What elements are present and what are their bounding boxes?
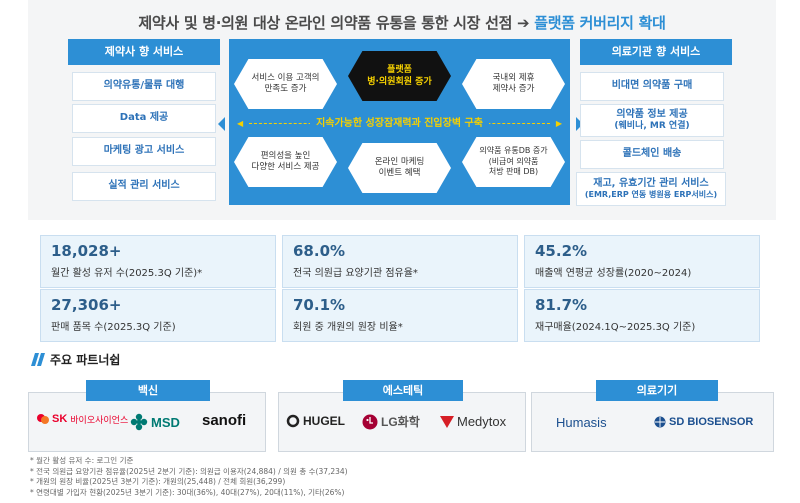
- medical-service-coldchain: 콜드체인 배송: [580, 140, 724, 169]
- hugel-logo-text: HUGEL: [303, 414, 345, 428]
- medical-service-info: 의약품 정보 제공 (웨비나, MR 연결): [580, 104, 724, 137]
- hex-online-marketing: 온라인 마케팅 이벤트 혜택: [348, 143, 451, 193]
- metric-card-cagr: 45.2% 매출액 연평균 성장률(2020~2024): [524, 235, 760, 288]
- sk-bioscience-logo: SK 바이오사이언스: [36, 412, 128, 426]
- pharma-service-marketing: 마케팅 광고 서비스: [72, 137, 216, 166]
- medical-service-sublabel: (EMR,ERP 연동 병원용 ERP서비스): [584, 190, 718, 200]
- title-highlight: 플랫폼 커버리지 확대: [534, 14, 666, 32]
- metric-label: 회원 중 개원의 원장 비율*: [293, 322, 403, 333]
- metric-card-market-share: 68.0% 전국 의원급 요양기관 점유율*: [282, 235, 518, 288]
- metric-value: 70.1%: [293, 296, 346, 314]
- sd-biosensor-logo: SD BIOSENSOR: [654, 416, 753, 428]
- msd-logo-text: MSD: [151, 414, 180, 430]
- pharma-service-data: Data 제공: [72, 104, 216, 133]
- medical-service-label: 재고, 유효기간 관리 서비스: [593, 177, 709, 189]
- pharma-service-label: 마케팅 광고 서비스: [103, 145, 185, 157]
- band-left-chevron-icon: ◀: [237, 119, 244, 128]
- partner-category-aesthetic: [278, 392, 526, 452]
- sustainable-growth-band: ◀ 지속가능한 성장잠재력과 진입장벽 구축 ▶: [237, 115, 562, 133]
- band-right-chevron-icon: ▶: [555, 119, 562, 128]
- sanofi-logo: sanofi: [202, 412, 246, 429]
- partners-title: 주요 파트너쉽: [50, 353, 121, 367]
- pharma-services-header: 제약사 향 서비스: [68, 39, 220, 65]
- metric-label: 월간 활성 유저 수(2025.3Q 기준)*: [51, 268, 203, 279]
- growth-cycle-panel: 서비스 이용 고객의 만족도 증가 플랫폼 병·의원회원 증가 국내외 제휴 제…: [229, 39, 570, 205]
- hex-label: 플랫폼 병·의원회원 증가: [367, 64, 432, 87]
- metric-card-repurchase: 81.7% 재구매율(2024.1Q~2025.3Q 기준): [524, 289, 760, 342]
- metric-label: 판매 품목 수(2025.3Q 기준): [51, 322, 176, 333]
- footnotes: * 월간 활성 유저 수: 로그인 기준 * 전국 의원급 요양기관 점유율(2…: [30, 456, 348, 498]
- title-main: 제약사 및 병·의원 대상 온라인 의약품 유통을 통한 시장 선점 ➔: [138, 14, 530, 32]
- metric-value: 27,306+: [51, 296, 122, 314]
- msd-logo: MSD: [130, 413, 180, 431]
- hex-label: 국내외 제휴 제약사 증가: [492, 72, 535, 94]
- hex-platform-members: 플랫폼 병·의원회원 증가: [348, 51, 451, 101]
- lg-face-icon: [362, 414, 378, 429]
- hex-label: 서비스 이용 고객의 만족도 증가: [251, 72, 320, 94]
- metric-label: 전국 의원급 요양기관 점유율*: [293, 268, 418, 279]
- metric-card-director-ratio: 70.1% 회원 중 개원의 원장 비율*: [282, 289, 518, 342]
- sk-logo-name: 바이오사이언스: [70, 414, 129, 425]
- medical-services-header: 의료기관 향 서비스: [580, 39, 732, 65]
- medical-service-sublabel: (웨비나, MR 연결): [614, 121, 690, 132]
- footnote-line: * 전국 의원급 요양기관 점유율(2025년 2분기 기준): 의원급 이용자…: [30, 466, 348, 476]
- hugel-logo: HUGEL: [286, 414, 345, 428]
- pharma-service-label: Data 제공: [119, 112, 169, 124]
- medytox-mark-icon: [440, 415, 454, 428]
- partner-category-devices-header: 의료기기: [596, 380, 718, 401]
- medical-service-inventory: 재고, 유효기간 관리 서비스 (EMR,ERP 연동 병원용 ERP서비스): [576, 172, 726, 206]
- lg-chem-logo: LG화학: [362, 413, 420, 430]
- hugel-ring-icon: [286, 414, 300, 428]
- medical-service-label: 의약품 정보 제공: [616, 108, 688, 120]
- hex-label: 의약품 유통DB 증가 (비급여 의약품 처방 판매 DB): [479, 145, 548, 177]
- sk-butterfly-icon: [37, 414, 49, 424]
- partners-slash-icon: [31, 353, 45, 366]
- metric-value: 18,028+: [51, 242, 122, 260]
- partner-category-aesthetic-header: 에스테틱: [343, 380, 463, 401]
- footnote-line: * 개원의 원장 비율(2025년 3분기 기준): 개원의(25,448) /…: [30, 477, 286, 486]
- right-arrow-icon: [576, 117, 583, 131]
- pharma-service-distribution: 의약유통/물류 대행: [72, 72, 216, 101]
- metric-card-mau: 18,028+ 월간 활성 유저 수(2025.3Q 기준)*: [40, 235, 276, 288]
- partner-category-devices: [531, 392, 774, 452]
- metric-value: 68.0%: [293, 242, 346, 260]
- hex-label: 편의성을 높인 다양한 서비스 제공: [251, 150, 320, 172]
- metric-value: 45.2%: [535, 242, 588, 260]
- metric-label: 매출액 연평균 성장률(2020~2024): [535, 268, 692, 279]
- hex-label: 온라인 마케팅 이벤트 혜택: [374, 156, 425, 178]
- humasis-logo: Humasis: [556, 415, 607, 430]
- msd-emblem-icon: [130, 413, 148, 431]
- metric-value: 81.7%: [535, 296, 588, 314]
- metric-card-products: 27,306+ 판매 품목 수(2025.3Q 기준): [40, 289, 276, 342]
- footnote-line: * 연령대별 가입자 현황(2025년 3분기 기준): 30대(36%), 4…: [30, 487, 345, 497]
- metric-label: 재구매율(2024.1Q~2025.3Q 기준): [535, 322, 696, 333]
- hex-convenient-services: 편의성을 높인 다양한 서비스 제공: [234, 137, 337, 187]
- hex-partner-pharma: 국내외 제휴 제약사 증가: [462, 59, 565, 109]
- band-label: 지속가능한 성장잠재력과 진입장벽 구축: [310, 118, 489, 129]
- humasis-logo-text: Humasis: [556, 415, 607, 430]
- hex-distribution-db: 의약품 유통DB 증가 (비급여 의약품 처방 판매 DB): [462, 137, 565, 187]
- pharma-service-label: 실적 관리 서비스: [108, 180, 180, 192]
- sd-biosensor-logo-text: SD BIOSENSOR: [669, 416, 754, 428]
- page-title: 제약사 및 병·의원 대상 온라인 의약품 유통을 통한 시장 선점 ➔ 플랫폼…: [28, 12, 776, 33]
- medical-service-purchase: 비대면 의약품 구매: [580, 72, 724, 101]
- pharma-service-label: 의약유통/물류 대행: [103, 80, 185, 92]
- lg-logo-text: LG화학: [381, 415, 420, 429]
- medytox-logo: Medytox: [440, 414, 506, 429]
- hex-customer-satisfaction: 서비스 이용 고객의 만족도 증가: [234, 59, 337, 109]
- footnote-line: * 월간 활성 유저 수: 로그인 기준: [30, 456, 134, 465]
- sd-biosensor-globe-icon: [654, 416, 666, 428]
- sanofi-logo-text: sanofi: [202, 412, 247, 429]
- pharma-service-performance: 실적 관리 서비스: [72, 172, 216, 201]
- sk-logo-mark: SK: [52, 413, 68, 425]
- medical-service-label: 콜드체인 배송: [622, 148, 682, 160]
- medytox-logo-text: Medytox: [457, 414, 507, 429]
- partner-category-vaccine-header: 백신: [86, 380, 210, 401]
- left-arrow-icon: [218, 117, 225, 131]
- medical-service-label: 비대면 의약품 구매: [611, 80, 693, 92]
